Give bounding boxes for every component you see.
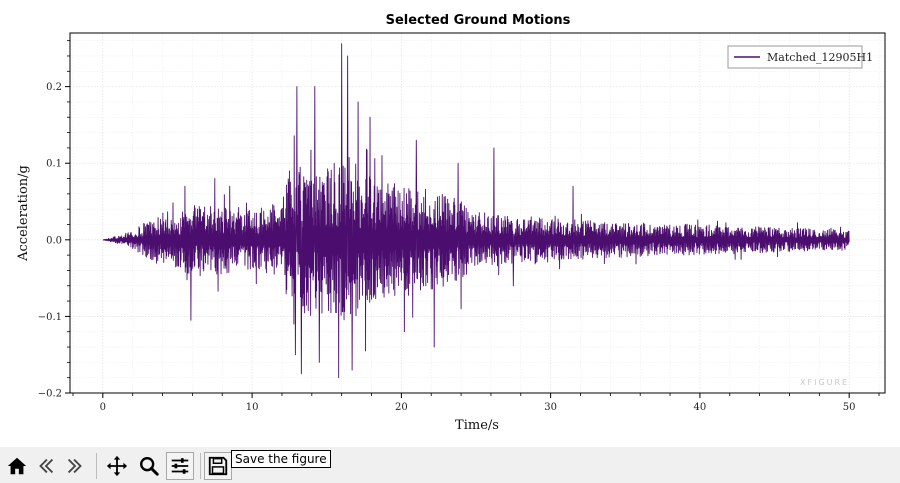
x-tick-label: 40 bbox=[694, 402, 707, 413]
back-button[interactable] bbox=[32, 452, 60, 480]
save-tooltip: Save the figure bbox=[231, 450, 331, 468]
watermark-text: XFIGURE bbox=[800, 378, 849, 387]
home-icon bbox=[7, 457, 27, 475]
zoom-icon bbox=[140, 457, 159, 476]
toolbar-separator bbox=[200, 453, 201, 479]
plot-frame bbox=[69, 32, 886, 394]
x-tick-label: 0 bbox=[100, 402, 106, 413]
toolbar-separator bbox=[96, 453, 97, 479]
configure-subplots-button[interactable] bbox=[166, 452, 194, 480]
grid-lines bbox=[70, 33, 885, 394]
series-group bbox=[102, 43, 850, 379]
y-tick-label: −0.2 bbox=[38, 389, 62, 400]
navigation-toolbar bbox=[0, 447, 900, 483]
home-button[interactable] bbox=[3, 452, 31, 480]
chart-title: Selected Ground Motions bbox=[386, 13, 571, 28]
legend-box bbox=[727, 45, 863, 69]
forward-button[interactable] bbox=[61, 452, 89, 480]
x-tick-label: 30 bbox=[544, 402, 557, 413]
back-arrow-icon bbox=[39, 458, 54, 474]
y-tick-label: 0.1 bbox=[46, 159, 62, 170]
legend: Matched_12905H1 bbox=[727, 45, 873, 69]
sliders-icon bbox=[171, 458, 189, 474]
save-icon bbox=[208, 456, 228, 476]
zoom-button[interactable] bbox=[135, 452, 163, 480]
y-tick-label: 0.2 bbox=[46, 82, 62, 93]
y-tick-label: 0.0 bbox=[46, 235, 62, 246]
axis-ticks: 0 10 20 30 40 50 −0.2 −0.1 0.0 0.1 0.2 bbox=[38, 40, 880, 413]
y-tick-label: −0.1 bbox=[38, 312, 62, 323]
x-axis-label: Time/s bbox=[455, 418, 499, 433]
series-line-matched bbox=[102, 43, 850, 379]
x-tick-label: 10 bbox=[246, 402, 259, 413]
pan-icon bbox=[106, 455, 128, 477]
pan-button[interactable] bbox=[103, 452, 131, 480]
chart: Selected Ground Motions 0 10 20 30 40 50 −0.2 −… bbox=[16, 13, 886, 433]
y-axis-label: Acceleration/g bbox=[16, 165, 31, 262]
legend-entry: Matched_12905H1 bbox=[767, 51, 873, 64]
x-tick-label: 20 bbox=[395, 402, 408, 413]
forward-arrow-icon bbox=[67, 458, 82, 474]
save-button[interactable] bbox=[204, 452, 232, 480]
x-tick-label: 50 bbox=[843, 402, 856, 413]
